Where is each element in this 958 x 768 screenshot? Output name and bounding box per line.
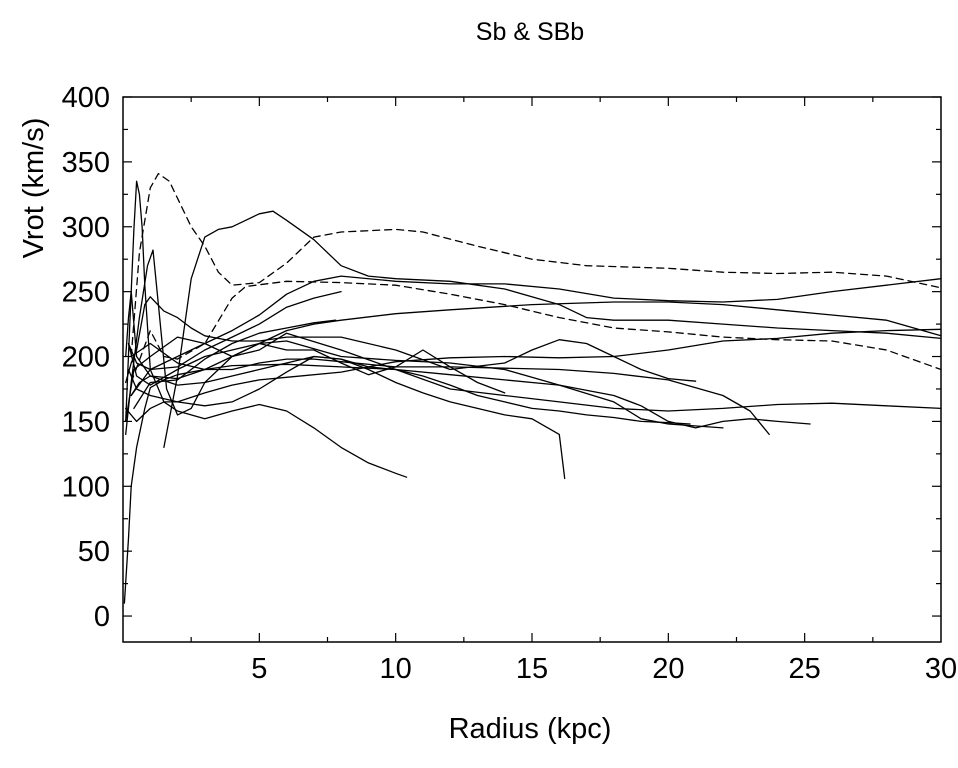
rotation-curve — [127, 355, 566, 480]
x-axis-title: Radius (kpc) — [449, 713, 612, 745]
x-tick-label: 15 — [516, 653, 548, 685]
y-tick-label: 250 — [62, 277, 110, 309]
x-tick-label: 20 — [652, 653, 684, 685]
x-tick-label: 30 — [925, 653, 957, 685]
y-tick-label: 300 — [62, 212, 110, 244]
x-tick-label: 5 — [251, 653, 267, 685]
rotation-curve — [133, 319, 337, 410]
y-tick-label: 150 — [62, 406, 110, 438]
rotation-curve — [127, 275, 942, 371]
series-layer — [123, 172, 942, 604]
x-tick-label: 25 — [789, 653, 821, 685]
ticks-layer — [123, 96, 941, 642]
rotation-curve — [125, 180, 942, 423]
rotation-curve — [125, 296, 697, 384]
dashed-rotation-curve — [130, 280, 942, 384]
rotation-curve — [125, 249, 724, 436]
y-tick-label: 100 — [62, 471, 110, 503]
rotation-curve — [125, 332, 942, 423]
rotation-curve — [130, 290, 342, 397]
chart-title: Sb & SBb — [476, 18, 584, 46]
rotation-curve — [125, 401, 408, 478]
y-axis-title: Vrot (km/s) — [18, 118, 50, 259]
rotation-curve — [130, 342, 770, 436]
x-tick-label: 10 — [380, 653, 412, 685]
y-tick-label: 50 — [78, 536, 110, 568]
rotation-curve — [125, 290, 942, 380]
y-tick-label: 350 — [62, 147, 110, 179]
rotation-curve — [123, 363, 811, 604]
dashed-rotation-curve — [130, 172, 942, 358]
y-tick-label: 400 — [62, 82, 110, 114]
rotation-curve — [163, 210, 942, 449]
y-tick-label: 0 — [94, 601, 110, 633]
y-tick-label: 200 — [62, 342, 110, 374]
